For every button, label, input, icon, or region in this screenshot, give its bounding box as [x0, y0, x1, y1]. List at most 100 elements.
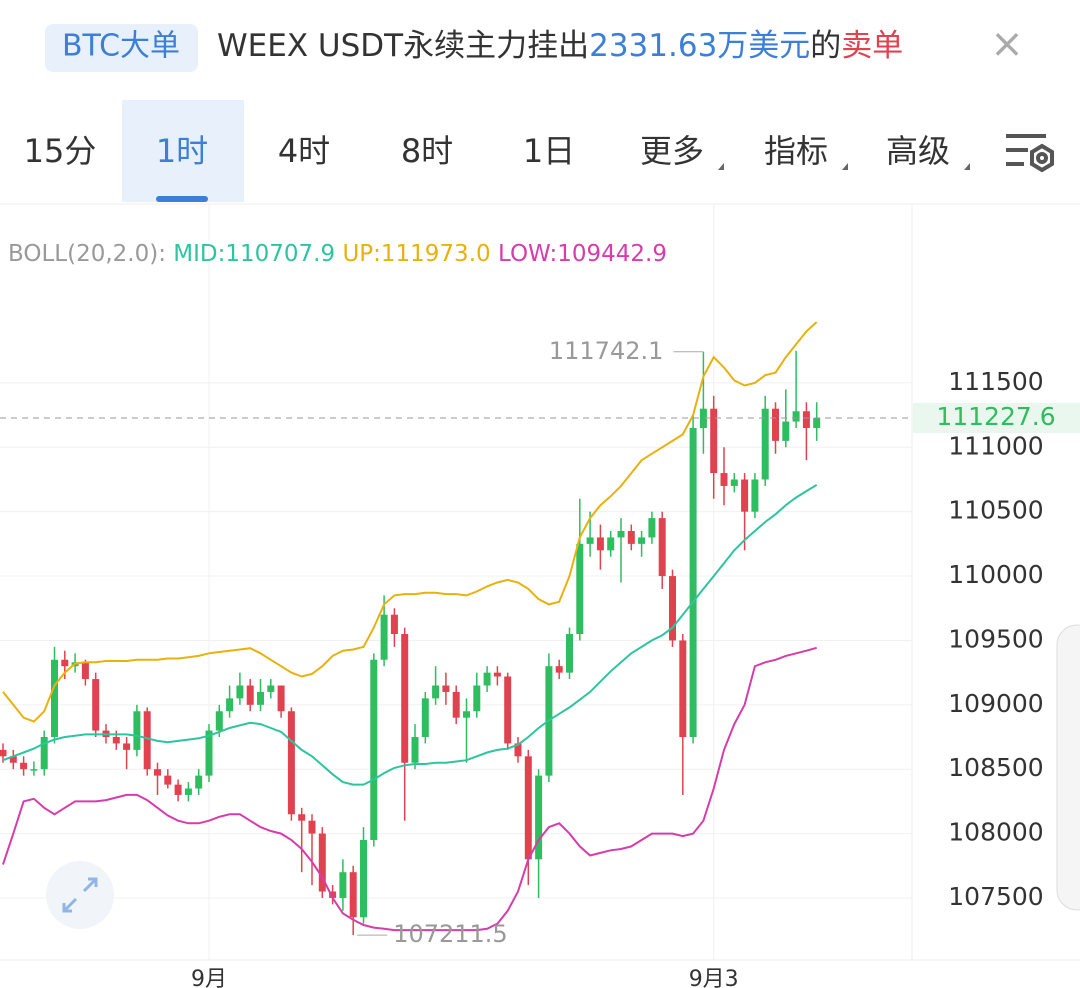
candle-body: [710, 408, 718, 474]
legend-name: UP:: [342, 241, 380, 267]
y-tick-label: 110000: [948, 560, 1043, 589]
y-tick-label: 107500: [948, 882, 1043, 911]
candle-body: [360, 840, 367, 918]
candle-body: [524, 756, 532, 860]
boll-line: [2, 646, 817, 932]
candle-body: [473, 685, 481, 712]
candle-body: [40, 737, 48, 770]
legend-name: MID:: [173, 241, 225, 267]
candle-body: [20, 762, 28, 770]
last-price-label: 111227.6: [936, 402, 1055, 431]
tabs: 15分 1时 4时 8时 1日 更多 指标 高级: [24, 100, 970, 202]
x-tick-label: 9月: [191, 967, 227, 988]
candle-body: [761, 408, 769, 480]
candle-body: [730, 479, 738, 486]
tab[interactable]: 指标: [764, 132, 828, 170]
candle-body: [452, 691, 460, 718]
candle-body: [164, 775, 172, 785]
candle-body: [442, 685, 450, 692]
indicator-legend: BOLL(20,2.0): MID:110707.9 UP:111973.0 L…: [8, 241, 667, 267]
indicator-name: BOLL(20,2.0):: [8, 241, 166, 267]
y-tick-label: 109000: [948, 689, 1043, 718]
x-tick-label: 9月3: [689, 967, 739, 988]
candle-body: [535, 775, 543, 860]
candle-body: [432, 685, 440, 699]
tab-selected-bg: [122, 100, 244, 202]
candle-body: [184, 788, 192, 795]
y-tick-label: 111500: [948, 367, 1043, 396]
candle-body: [205, 730, 213, 776]
candle-body: [61, 659, 69, 667]
legend-value: 111973.0: [381, 241, 491, 267]
candle-body: [627, 530, 635, 544]
candle-body: [421, 698, 429, 738]
candle-body: [9, 756, 17, 763]
candle-body: [195, 775, 203, 789]
dropdown-mark: [842, 163, 848, 170]
candle-body: [287, 711, 295, 815]
candle-body: [720, 473, 728, 486]
candle-body: [154, 769, 161, 776]
candle-body: [349, 872, 357, 918]
candle-body: [329, 891, 337, 898]
headline[interactable]: WEEX USDT永续主力挂出2331.63万美元的卖单: [217, 28, 903, 64]
y-tick-label: 109500: [948, 624, 1043, 653]
tab[interactable]: 更多: [640, 132, 704, 170]
candle-body: [586, 537, 594, 544]
legend-name: LOW:: [498, 241, 557, 267]
candle-body: [174, 784, 182, 795]
candle-body: [92, 679, 100, 731]
plot: 107500 108000 108500 109000 109500 110000 1105…: [0, 205, 1080, 988]
candle-body: [792, 411, 800, 422]
candle-body: [658, 518, 666, 577]
candle-body: [679, 640, 687, 738]
candle-body: [699, 408, 707, 428]
side-handle[interactable]: [1056, 624, 1080, 911]
tab[interactable]: 4时: [278, 132, 330, 170]
annotation: 111742.1: [549, 337, 664, 365]
candle-body: [617, 530, 625, 538]
headline-text: WEEX USDT永续主力挂出: [217, 28, 589, 64]
candle-body: [751, 479, 759, 512]
candle-body: [380, 614, 388, 660]
tab-indicator: [156, 196, 208, 202]
y-tick-label: 111000: [948, 431, 1043, 460]
candle-body: [802, 411, 810, 428]
close-button[interactable]: ×: [990, 21, 1024, 67]
candle-body: [504, 676, 512, 744]
settings-icon[interactable]: [1006, 134, 1054, 173]
legend-entry: MID:110707.9: [173, 241, 335, 267]
candle-body: [607, 537, 615, 551]
candle-body: [483, 672, 491, 686]
candle-body: [257, 691, 264, 705]
tab[interactable]: 1时: [156, 132, 208, 170]
candle-body: [648, 518, 656, 538]
legend-entry: UP:111973.0: [342, 241, 490, 267]
candle-body: [0, 749, 7, 757]
candle-body: [277, 685, 285, 712]
candle-body: [143, 711, 151, 770]
candle-body: [566, 634, 573, 673]
legend-value: 110707.9: [225, 241, 335, 267]
expand-button[interactable]: [46, 861, 114, 929]
candle-body: [30, 769, 38, 771]
tab[interactable]: 1日: [523, 132, 575, 170]
candle-body: [267, 685, 275, 692]
candle-body: [813, 418, 821, 428]
candle-body: [463, 711, 470, 718]
candle-body: [246, 685, 254, 705]
candle-body: [390, 614, 398, 635]
annotation: 107211.5: [393, 920, 508, 948]
tab[interactable]: 15分: [24, 132, 97, 170]
y-tick-label: 108000: [948, 818, 1043, 847]
candle-body: [318, 833, 326, 892]
last-price-tag: [913, 403, 1080, 434]
badge[interactable]: BTC大单: [62, 29, 180, 64]
candle-body: [638, 537, 646, 544]
candle-body: [339, 872, 347, 898]
tab[interactable]: 8时: [401, 132, 453, 170]
y-tick-label: 108500: [948, 753, 1043, 782]
tab[interactable]: 高级: [886, 132, 950, 170]
headline-side: 卖单: [841, 28, 903, 64]
